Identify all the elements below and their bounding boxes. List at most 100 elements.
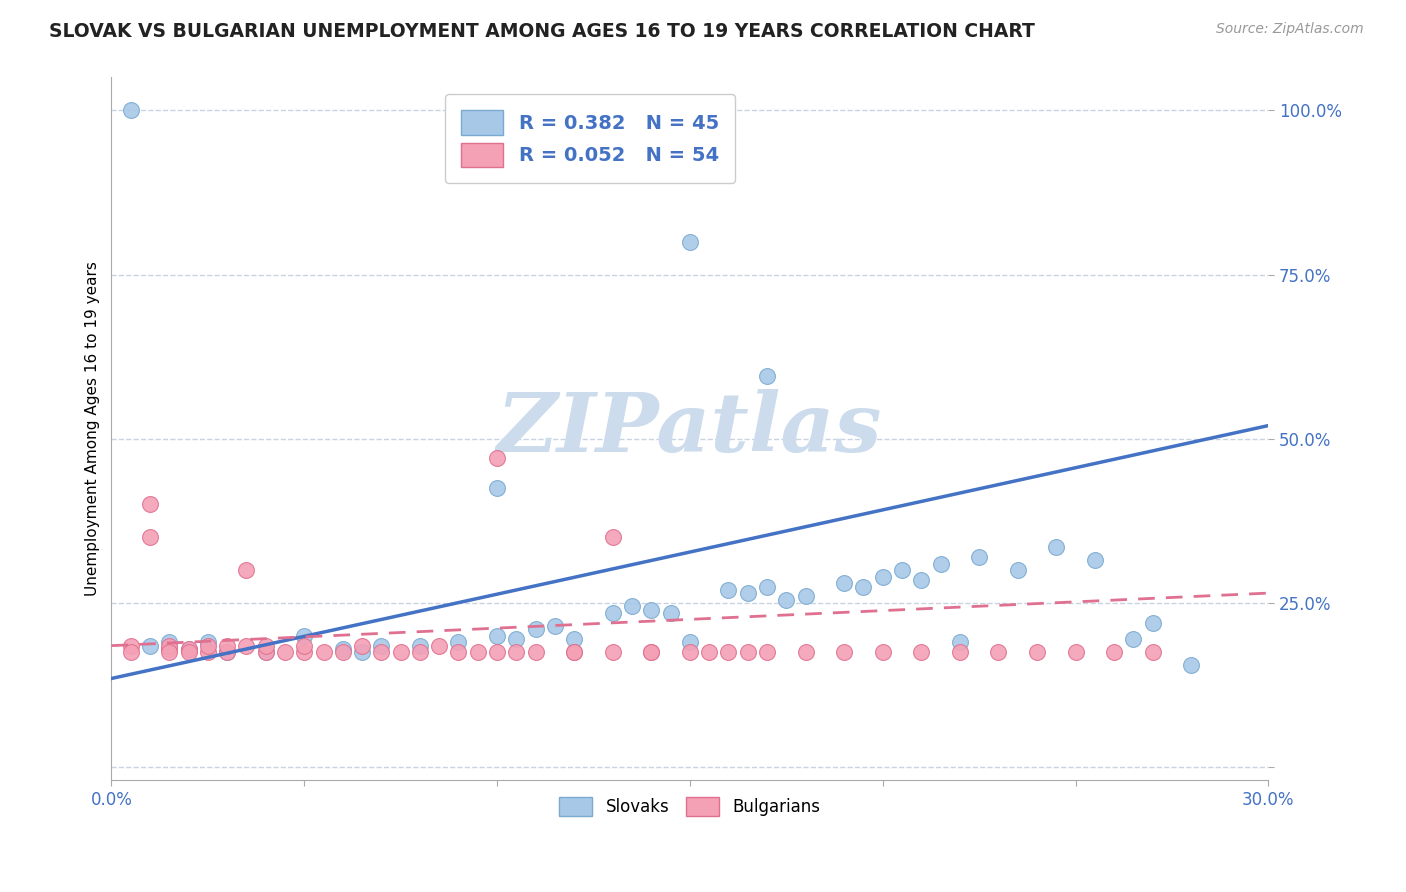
Point xyxy=(891,563,914,577)
Point xyxy=(139,530,162,544)
Point xyxy=(910,573,932,587)
Point xyxy=(409,645,432,659)
Point xyxy=(1142,645,1164,659)
Point xyxy=(352,639,374,653)
Point xyxy=(640,602,662,616)
Point xyxy=(1007,563,1029,577)
Point xyxy=(447,645,470,659)
Point xyxy=(292,629,315,643)
Point xyxy=(602,606,624,620)
Point xyxy=(1142,615,1164,630)
Point xyxy=(292,645,315,659)
Point xyxy=(197,635,219,649)
Point xyxy=(120,639,142,653)
Point xyxy=(602,530,624,544)
Point xyxy=(505,645,527,659)
Point xyxy=(332,645,354,659)
Point xyxy=(1064,645,1087,659)
Point xyxy=(139,497,162,511)
Point xyxy=(640,645,662,659)
Point xyxy=(640,645,662,659)
Point xyxy=(409,639,432,653)
Point xyxy=(157,641,180,656)
Point xyxy=(679,635,702,649)
Point xyxy=(1122,632,1144,646)
Point xyxy=(524,622,547,636)
Point xyxy=(254,645,277,659)
Point xyxy=(524,645,547,659)
Point xyxy=(389,645,412,659)
Point xyxy=(679,235,702,249)
Point xyxy=(562,645,585,659)
Point xyxy=(486,645,509,659)
Point xyxy=(967,549,990,564)
Point xyxy=(621,599,644,614)
Point xyxy=(929,557,952,571)
Point xyxy=(177,641,200,656)
Point xyxy=(910,645,932,659)
Point xyxy=(1180,658,1202,673)
Point xyxy=(217,645,239,659)
Point xyxy=(697,645,720,659)
Point xyxy=(562,632,585,646)
Legend: Slovaks, Bulgarians: Slovaks, Bulgarians xyxy=(551,789,830,825)
Point xyxy=(352,645,374,659)
Point xyxy=(679,645,702,659)
Point xyxy=(794,645,817,659)
Point xyxy=(1026,645,1049,659)
Point xyxy=(775,592,797,607)
Point xyxy=(217,639,239,653)
Point xyxy=(274,645,297,659)
Point xyxy=(659,606,682,620)
Text: SLOVAK VS BULGARIAN UNEMPLOYMENT AMONG AGES 16 TO 19 YEARS CORRELATION CHART: SLOVAK VS BULGARIAN UNEMPLOYMENT AMONG A… xyxy=(49,22,1035,41)
Point xyxy=(717,582,740,597)
Point xyxy=(157,645,180,659)
Point xyxy=(120,103,142,118)
Point xyxy=(177,645,200,659)
Point xyxy=(254,645,277,659)
Point xyxy=(120,645,142,659)
Point xyxy=(235,563,257,577)
Point xyxy=(427,639,450,653)
Point xyxy=(756,369,779,384)
Point xyxy=(717,645,740,659)
Point xyxy=(1102,645,1125,659)
Point xyxy=(832,645,855,659)
Point xyxy=(602,645,624,659)
Point xyxy=(544,619,567,633)
Point xyxy=(157,635,180,649)
Text: ZIPatlas: ZIPatlas xyxy=(498,389,883,469)
Point xyxy=(949,645,972,659)
Point xyxy=(292,639,315,653)
Point xyxy=(737,586,759,600)
Text: Source: ZipAtlas.com: Source: ZipAtlas.com xyxy=(1216,22,1364,37)
Point xyxy=(332,641,354,656)
Point xyxy=(832,576,855,591)
Point xyxy=(217,645,239,659)
Point xyxy=(486,629,509,643)
Point xyxy=(1045,540,1067,554)
Point xyxy=(447,635,470,649)
Point xyxy=(235,639,257,653)
Point xyxy=(756,580,779,594)
Point xyxy=(562,645,585,659)
Point xyxy=(486,481,509,495)
Point xyxy=(254,639,277,653)
Point xyxy=(1084,553,1107,567)
Point xyxy=(197,639,219,653)
Point xyxy=(177,641,200,656)
Point xyxy=(852,580,875,594)
Point xyxy=(370,639,392,653)
Point xyxy=(949,635,972,649)
Point xyxy=(197,645,219,659)
Point xyxy=(737,645,759,659)
Point xyxy=(756,645,779,659)
Point xyxy=(505,632,527,646)
Point xyxy=(370,645,392,659)
Point xyxy=(872,645,894,659)
Point xyxy=(157,639,180,653)
Point xyxy=(872,569,894,583)
Point xyxy=(312,645,335,659)
Point xyxy=(794,590,817,604)
Point xyxy=(467,645,489,659)
